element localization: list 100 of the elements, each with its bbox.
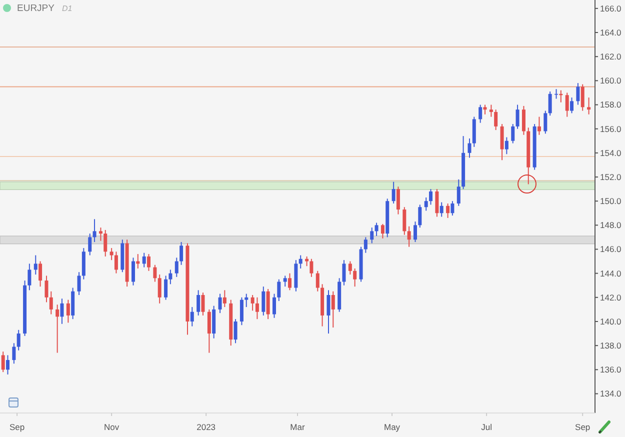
- y-tick-label: 148.0: [600, 220, 622, 230]
- y-tick-label: 146.0: [600, 244, 622, 254]
- candlestick: [272, 293, 276, 318]
- candlestick: [201, 292, 205, 316]
- candlestick: [450, 200, 454, 216]
- candlestick: [110, 248, 114, 261]
- candlestick: [305, 256, 309, 267]
- candlestick: [494, 109, 498, 131]
- candlestick: [407, 226, 411, 248]
- candlestick: [402, 206, 406, 236]
- candlestick: [288, 272, 292, 291]
- candlestick: [92, 218, 96, 243]
- candlestick: [468, 138, 472, 158]
- candlestick: [456, 178, 460, 206]
- candlestick: [277, 278, 281, 302]
- y-tick-label: 136.0: [600, 364, 622, 375]
- candlestick: [478, 104, 482, 124]
- candlestick: [6, 354, 10, 375]
- candlestick: [77, 272, 81, 296]
- candlestick: [244, 293, 248, 308]
- candlestick: [489, 104, 493, 118]
- candlestick: [28, 263, 32, 291]
- candlestick: [500, 124, 504, 161]
- y-tick-label: 164.0: [600, 27, 622, 38]
- candlestick: [446, 202, 450, 218]
- candlestick: [1, 351, 5, 373]
- candlestick: [370, 227, 374, 244]
- candlestick: [255, 296, 259, 320]
- x-tick-label: Jul: [481, 422, 492, 432]
- candlestick: [396, 186, 400, 215]
- y-tick-label: 154.0: [600, 148, 622, 158]
- candlestick: [565, 92, 569, 118]
- y-tick-label: 166.0: [600, 3, 622, 14]
- candlestick: [326, 290, 330, 334]
- candlestick: [511, 124, 515, 144]
- candlestick: [98, 227, 102, 242]
- candlestick: [435, 188, 439, 218]
- candlestick: [548, 91, 552, 116]
- candlestick: [576, 82, 580, 106]
- candlestick: [537, 116, 541, 136]
- candlestick: [34, 254, 38, 276]
- candlestick: [60, 298, 64, 324]
- candlestick: [12, 342, 16, 364]
- candlestick: [516, 104, 520, 130]
- candlestick: [316, 270, 320, 292]
- candlestick: [348, 260, 352, 276]
- y-tick-label: 156.0: [600, 124, 622, 134]
- candlestick: [262, 286, 266, 316]
- candlestick: [570, 97, 574, 114]
- y-tick-label: 142.0: [600, 292, 622, 302]
- x-tick-label: Nov: [104, 422, 120, 432]
- candlestick: [234, 318, 238, 344]
- candlestick: [250, 294, 254, 312]
- y-tick-label: 150.0: [600, 196, 622, 206]
- x-tick-label: 2023: [196, 422, 216, 432]
- candlestick: [364, 236, 368, 254]
- candlestick: [342, 260, 346, 286]
- chart-title: EURJPY: [17, 3, 56, 14]
- candlestick: [158, 274, 162, 304]
- candlestick: [310, 258, 314, 278]
- candlestick: [374, 222, 378, 236]
- candlestick: [483, 104, 487, 115]
- candlestick: [132, 257, 136, 286]
- candlestick: [180, 242, 184, 266]
- candlestick: [147, 254, 150, 272]
- candlestick: [353, 268, 357, 288]
- x-tick-label: Sep: [575, 422, 590, 432]
- x-tick-label: Mar: [290, 422, 305, 432]
- candlestick: [240, 296, 244, 326]
- candlestick: [153, 264, 157, 282]
- candlestick: [418, 204, 422, 228]
- candlestick: [522, 105, 526, 136]
- y-tick-label: 162.0: [600, 52, 622, 62]
- candlestick: [16, 329, 20, 351]
- candlestick: [66, 299, 70, 324]
- candlestick: [174, 257, 178, 278]
- candlestick: [142, 252, 146, 268]
- y-tick-label: 158.0: [600, 100, 622, 110]
- candlestick: [38, 260, 42, 288]
- candlestick: [504, 136, 508, 155]
- y-tick-label: 144.0: [600, 268, 622, 278]
- candlestick: [218, 293, 222, 314]
- candlestick: [222, 290, 226, 308]
- candlestick: [414, 221, 418, 243]
- candlestick: [580, 84, 584, 112]
- candlestick: [298, 254, 302, 270]
- y-tick-label: 140.0: [600, 316, 622, 326]
- candlestick: [266, 288, 270, 320]
- y-tick-label: 138.0: [600, 340, 622, 351]
- candlestick: [207, 308, 211, 354]
- candlestick: [190, 306, 194, 327]
- candlestick: [164, 275, 168, 300]
- candlestick: [44, 275, 48, 303]
- y-tick-label: 134.0: [600, 388, 622, 399]
- candlestick: [392, 181, 396, 204]
- candlestick: [544, 110, 548, 134]
- text: D1: [62, 4, 72, 13]
- candlestick: [283, 275, 287, 288]
- x-tick-label: May: [384, 422, 401, 432]
- candlestick: [104, 229, 108, 257]
